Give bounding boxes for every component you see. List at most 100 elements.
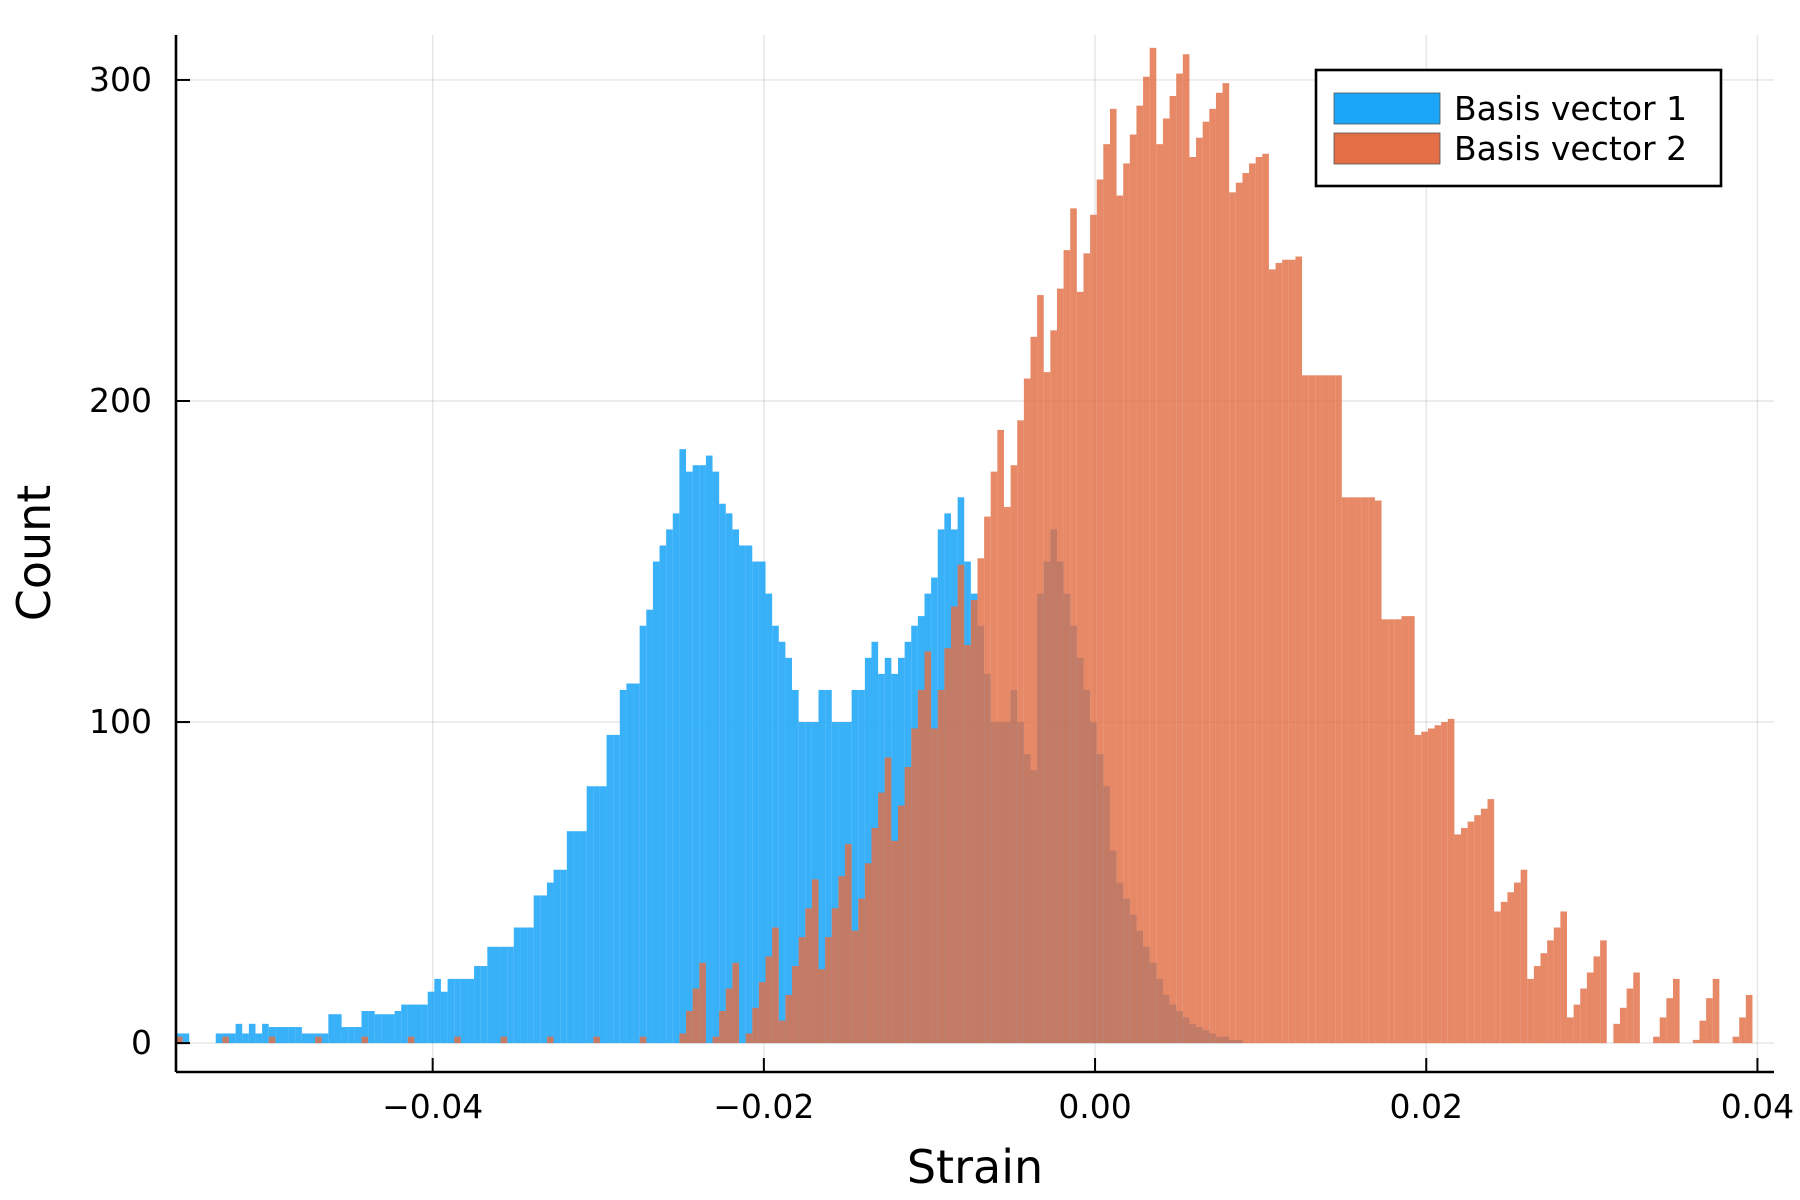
histogram-bar [1255,157,1263,1044]
histogram-bar [1540,953,1548,1044]
histogram-bar [401,1004,408,1044]
histogram-bar [818,689,826,1044]
histogram-bar [1302,375,1309,1044]
histogram-bar [242,1033,249,1044]
histogram-bar [275,1027,282,1044]
legend-swatch-basis-vector-1 [1333,92,1441,125]
histogram-bar [580,831,587,1044]
histogram-bar [878,792,885,1044]
histogram-bar [785,994,793,1044]
histogram-bar [513,927,521,1044]
histogram-bar [950,606,958,1044]
histogram-bar [228,1033,236,1044]
histogram-bar [739,545,746,1044]
histogram-bar [1063,250,1071,1044]
histogram-bar [467,978,475,1044]
legend-label-basis-vector-1: Basis vector 1 [1454,89,1687,128]
histogram-bar [315,1036,322,1044]
histogram-bar [262,1023,269,1044]
histogram-bar [1136,105,1144,1044]
histogram-bar [1328,375,1336,1044]
histogram-bar [1321,375,1329,1044]
histogram-bar [1560,911,1568,1044]
histogram-bar [1732,1036,1740,1044]
histogram-bar [639,1036,647,1044]
histogram-bar [1348,497,1356,1044]
x-tick-label: −0.02 [713,1087,814,1126]
histogram-bar [666,529,673,1044]
histogram-bar [500,1036,508,1044]
histogram-bar [619,689,627,1044]
histogram-bar [719,1011,726,1044]
histogram-bar [891,840,898,1044]
histogram-bar [732,962,740,1044]
histogram-bar [1666,998,1673,1044]
bars-layer [176,47,1753,1044]
histogram-bar [1487,799,1495,1044]
histogram-bar [573,831,581,1044]
histogram-bar [679,449,687,1044]
histogram-bar [871,828,879,1044]
histogram-bar [1381,619,1389,1044]
histogram-bar [182,1033,190,1044]
histogram-bar [235,1023,243,1044]
histogram-bar [1692,1039,1700,1044]
histogram-bar [248,1023,256,1044]
histogram-bar [268,1036,276,1044]
histogram-bar [1056,288,1064,1044]
histogram-bar [1282,259,1289,1044]
histogram-bar [560,869,567,1044]
histogram-bar [546,1036,554,1044]
histogram-bar [1143,76,1150,1044]
histogram-bar [1586,972,1594,1044]
histogram-bar [719,503,726,1044]
histogram-bar [712,471,720,1044]
y-tick-label: 300 [89,60,152,99]
histogram-bar [368,1011,375,1044]
histogram-bar [1441,722,1448,1044]
histogram-bar [811,879,819,1044]
histogram-bar [1421,731,1428,1044]
histogram-bar [1600,940,1607,1044]
series-2 [176,47,1753,1044]
histogram-bar [758,982,766,1044]
histogram-bar [904,767,912,1044]
histogram-bar [1593,956,1601,1044]
histogram-bar [778,641,786,1044]
histogram-bar [772,927,779,1044]
histogram-bar [1189,157,1197,1044]
histogram-bar [924,651,932,1044]
histogram-bar [884,757,892,1044]
histogram-bar [487,946,494,1044]
histogram-bar [387,1014,395,1044]
histogram-bar [321,1033,329,1044]
histogram-bar [1401,616,1409,1044]
histogram-bar [672,513,680,1044]
histogram-bar [652,561,660,1044]
histogram-bar [434,978,441,1044]
histogram-bar [381,1014,388,1044]
histogram-bar [427,991,435,1044]
histogram-bar [1341,497,1349,1044]
histogram-bar [1427,728,1435,1044]
histogram-bar [1527,978,1534,1044]
histogram-bar [1361,497,1369,1044]
histogram-bar [957,564,965,1044]
legend-label-basis-vector-2: Basis vector 2 [1454,129,1687,168]
histogram-bar [308,1033,316,1044]
histogram-bar [778,1020,786,1044]
histogram-bar [1619,1007,1627,1044]
histogram-bar [1169,96,1177,1044]
histogram-bar [858,898,865,1044]
histogram-bar [1507,892,1515,1044]
histogram-bar [745,545,753,1044]
histogram-bar [745,1033,753,1044]
histogram-bar [1156,144,1163,1044]
histogram-bar [838,876,846,1044]
y-tick-label: 100 [89,702,152,741]
histogram-bar [752,561,759,1044]
x-tick-label: 0.02 [1390,1087,1463,1126]
histogram-bar [1374,500,1382,1044]
histogram-bar [1268,269,1276,1044]
histogram-bar [765,956,773,1044]
